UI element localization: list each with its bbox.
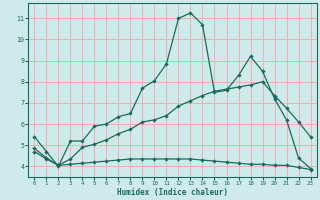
- X-axis label: Humidex (Indice chaleur): Humidex (Indice chaleur): [117, 188, 228, 197]
